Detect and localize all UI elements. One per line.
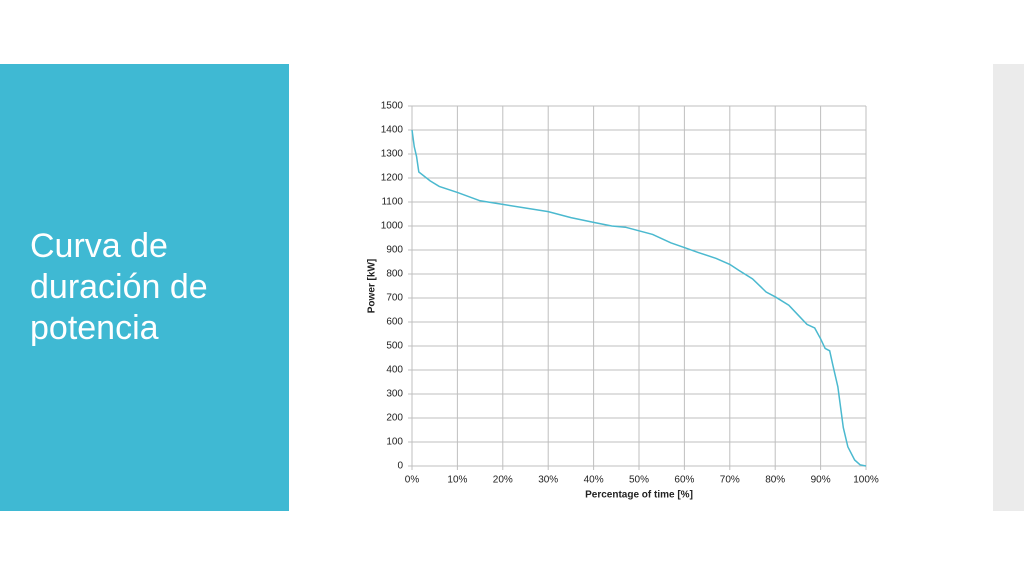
y-tick-label: 500 [386, 341, 403, 352]
y-tick-label: 1500 [381, 101, 404, 112]
y-tick-label: 1000 [381, 221, 404, 232]
title-panel: Curva de duración de potencia [0, 64, 289, 511]
y-tick-label: 0 [397, 461, 403, 472]
y-tick-label: 400 [386, 365, 403, 376]
x-tick-label: 0% [405, 475, 420, 486]
line-series [411, 129, 867, 467]
x-tick-label: 80% [765, 475, 785, 486]
y-tick-label: 700 [386, 293, 403, 304]
x-tick-label: 70% [720, 475, 740, 486]
x-tick-label: 10% [447, 475, 467, 486]
title-line: potencia [30, 309, 159, 347]
side-strip [993, 64, 1024, 511]
y-tick-label: 1200 [381, 173, 404, 184]
title-line: Curva de [30, 227, 168, 265]
y-tick-label: 600 [386, 317, 403, 328]
x-axis-label: Percentage of time [%] [585, 490, 693, 501]
y-tick-label: 800 [386, 269, 403, 280]
y-tick-label: 900 [386, 245, 403, 256]
y-axis-label: Power [kW] [367, 259, 378, 313]
x-tick-label: 90% [811, 475, 831, 486]
y-tick-label: 1400 [381, 125, 404, 136]
y-tick-label: 200 [386, 413, 403, 424]
slide-title: Curva de duración de potencia [30, 226, 208, 349]
title-line: duración de [30, 268, 208, 306]
x-tick-label: 20% [493, 475, 513, 486]
y-tick-label: 100 [386, 437, 403, 448]
y-tick-label: 300 [386, 389, 403, 400]
x-tick-label: 100% [853, 475, 879, 486]
y-tick-label: 1300 [381, 149, 404, 160]
x-tick-label: 50% [629, 475, 649, 486]
y-tick-label: 1100 [381, 197, 403, 208]
x-tick-label: 30% [538, 475, 558, 486]
x-tick-label: 40% [584, 475, 604, 486]
x-tick-label: 60% [674, 475, 694, 486]
